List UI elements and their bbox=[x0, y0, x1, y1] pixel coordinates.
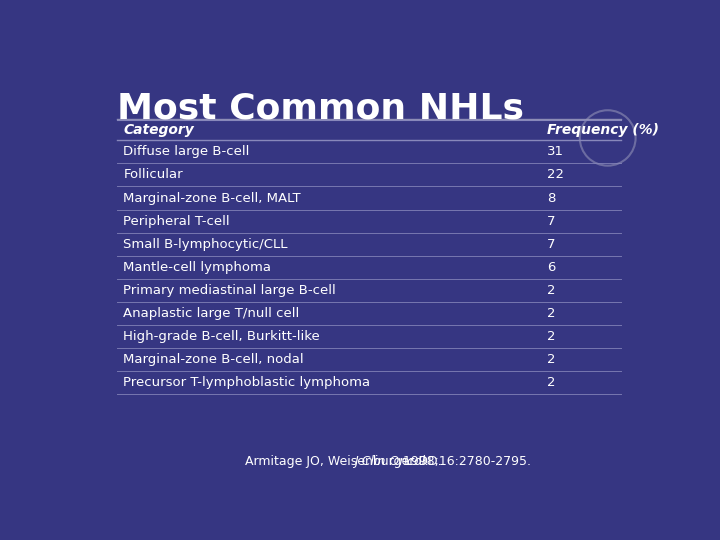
Text: 2: 2 bbox=[547, 376, 556, 389]
Text: Marginal-zone B-cell, MALT: Marginal-zone B-cell, MALT bbox=[123, 192, 301, 205]
Text: Precursor T-lymphoblastic lymphoma: Precursor T-lymphoblastic lymphoma bbox=[123, 376, 371, 389]
Text: 8: 8 bbox=[547, 192, 556, 205]
Text: 2: 2 bbox=[547, 284, 556, 297]
Text: 7: 7 bbox=[547, 238, 556, 251]
Text: Most Common NHLs: Most Common NHLs bbox=[117, 92, 524, 126]
Text: 2: 2 bbox=[547, 353, 556, 366]
Text: 31: 31 bbox=[547, 145, 564, 158]
Text: Frequency (%): Frequency (%) bbox=[547, 123, 660, 137]
Text: High-grade B-cell, Burkitt-like: High-grade B-cell, Burkitt-like bbox=[123, 330, 320, 343]
Text: Small B-lymphocytic/CLL: Small B-lymphocytic/CLL bbox=[123, 238, 288, 251]
Text: 2: 2 bbox=[547, 330, 556, 343]
Text: Anaplastic large T/null cell: Anaplastic large T/null cell bbox=[123, 307, 300, 320]
Text: Category: Category bbox=[123, 123, 194, 137]
Text: Armitage JO, Weisenburger DD.: Armitage JO, Weisenburger DD. bbox=[245, 455, 446, 468]
Text: 1998;16:2780-2795.: 1998;16:2780-2795. bbox=[399, 455, 531, 468]
Text: 2: 2 bbox=[547, 307, 556, 320]
Text: 6: 6 bbox=[547, 261, 556, 274]
Text: Primary mediastinal large B-cell: Primary mediastinal large B-cell bbox=[123, 284, 336, 297]
Text: Marginal-zone B-cell, nodal: Marginal-zone B-cell, nodal bbox=[123, 353, 304, 366]
Text: Mantle-cell lymphoma: Mantle-cell lymphoma bbox=[123, 261, 271, 274]
Text: Peripheral T-cell: Peripheral T-cell bbox=[123, 214, 230, 228]
Text: 22: 22 bbox=[547, 168, 564, 181]
Text: 7: 7 bbox=[547, 214, 556, 228]
Text: J Clin Oncol.: J Clin Oncol. bbox=[354, 455, 429, 468]
Text: Diffuse large B-cell: Diffuse large B-cell bbox=[123, 145, 250, 158]
Text: Follicular: Follicular bbox=[123, 168, 183, 181]
